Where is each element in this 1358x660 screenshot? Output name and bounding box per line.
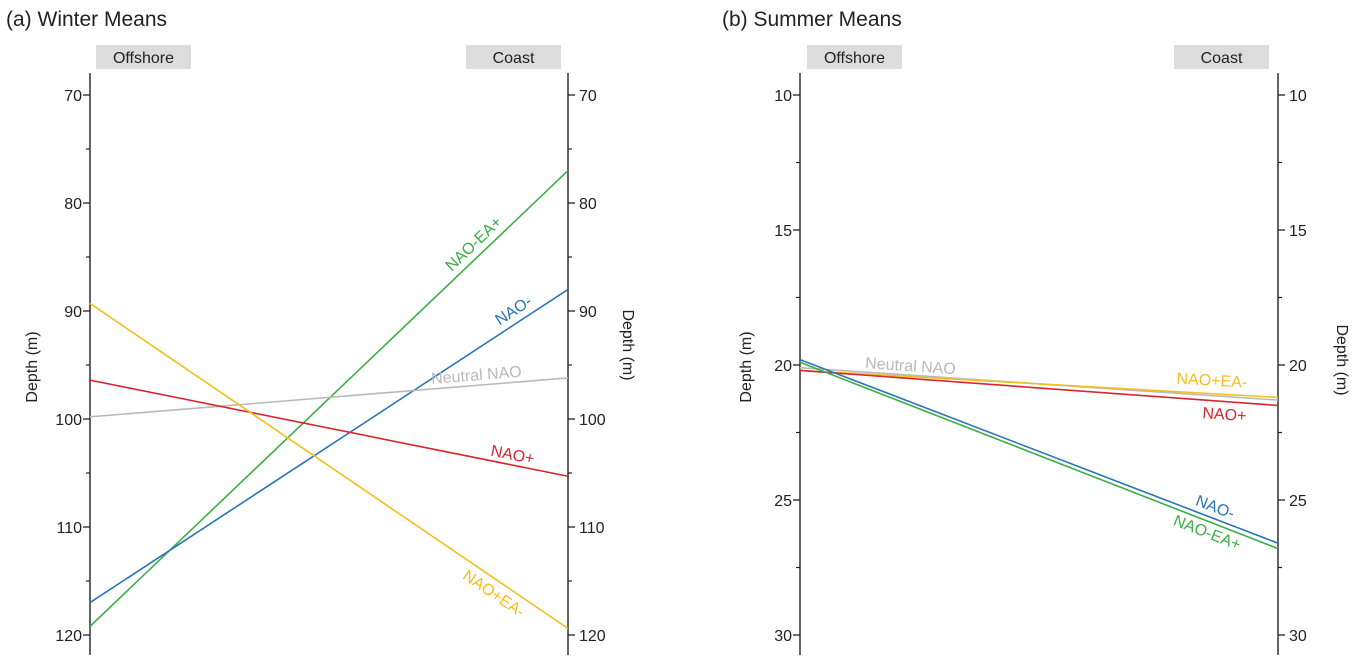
left-tick-label: 110 xyxy=(56,520,82,537)
series-label: NAO+ xyxy=(1202,405,1247,425)
right-tick-label: 20 xyxy=(1289,358,1307,375)
offshore-header-box xyxy=(96,45,191,69)
series-label: Neutral NAO xyxy=(865,355,957,378)
y-axis-label-right: Depth (m) xyxy=(1333,324,1350,395)
series-line-nao-ea- xyxy=(89,170,569,627)
coast-header: Coast xyxy=(493,50,535,67)
series-label: NAO- xyxy=(493,293,536,329)
right-tick-label: 100 xyxy=(579,412,606,429)
right-tick-label: 90 xyxy=(579,304,597,321)
series-label: NAO+EA- xyxy=(1176,371,1248,392)
left-tick-label: 100 xyxy=(55,412,82,429)
right-tick-label: 30 xyxy=(1289,628,1307,645)
offshore-header: Offshore xyxy=(824,50,885,67)
right-tick-label: 120 xyxy=(579,628,606,645)
left-tick-label: 20 xyxy=(774,358,792,375)
panel-summer: (b) Summer Means Offshore Coast Depth (m… xyxy=(722,8,1350,655)
right-tick-label: 70 xyxy=(579,88,597,105)
series-line-nao-ea- xyxy=(89,302,569,630)
right-tick-label: 15 xyxy=(1289,223,1307,240)
y-axis-label-left: Depth (m) xyxy=(24,331,41,402)
axes: 10 10 15 15 20 20 25 25 30 30 xyxy=(774,73,1307,655)
series-lines xyxy=(799,358,1279,550)
series-line-nao- xyxy=(89,379,569,478)
series-lines xyxy=(89,170,569,630)
axes: 70 70 80 80 90 90 100 100 110 110 120 120 xyxy=(55,73,606,655)
series-line-nao- xyxy=(89,288,569,604)
series-label: Neutral NAO xyxy=(431,364,523,388)
right-tick-label: 110 xyxy=(579,520,605,537)
left-tick-label: 30 xyxy=(774,628,792,645)
coast-header-box xyxy=(1174,45,1269,69)
left-tick-label: 15 xyxy=(774,223,792,240)
offshore-header: Offshore xyxy=(113,50,174,67)
series-label: NAO-EA+ xyxy=(443,214,506,275)
series-line-nao- xyxy=(799,358,1279,544)
series-line-nao- xyxy=(799,369,1279,407)
left-tick-label: 70 xyxy=(64,88,82,105)
panel-title: (b) Summer Means xyxy=(722,8,902,31)
series-line-neutral-nao xyxy=(89,377,569,418)
series-label: NAO+ xyxy=(489,443,536,468)
panel-winter: (a) Winter Means Offshore Coast Depth (m… xyxy=(6,8,636,655)
left-tick-label: 80 xyxy=(64,196,82,213)
panel-title: (a) Winter Means xyxy=(6,8,167,31)
series-line-nao-ea- xyxy=(799,361,1279,550)
left-tick-label: 120 xyxy=(55,628,82,645)
right-tick-label: 25 xyxy=(1289,493,1307,510)
right-tick-label: 80 xyxy=(579,196,597,213)
y-axis-label-right: Depth (m) xyxy=(619,309,636,380)
y-axis-label-left: Depth (m) xyxy=(738,331,755,402)
coast-header: Coast xyxy=(1201,50,1243,67)
right-tick-label: 10 xyxy=(1289,88,1307,105)
coast-header-box xyxy=(466,45,561,69)
series-label: NAO-EA+ xyxy=(1171,512,1243,554)
left-tick-label: 25 xyxy=(774,493,792,510)
left-tick-label: 90 xyxy=(64,304,82,321)
series-line-nao-ea- xyxy=(799,369,1279,399)
offshore-header-box xyxy=(807,45,902,69)
left-tick-label: 10 xyxy=(774,88,792,105)
